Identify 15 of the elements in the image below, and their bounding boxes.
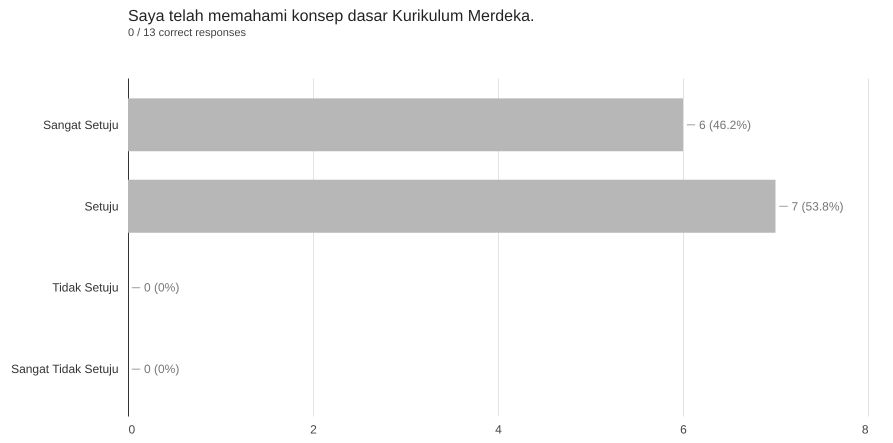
data-label: 0 (0%) bbox=[144, 362, 180, 376]
y-tick-label: Setuju bbox=[84, 199, 118, 214]
data-label: 0 (0%) bbox=[144, 280, 180, 295]
x-tick-label: 0 bbox=[128, 422, 136, 436]
x-tick-label: 2 bbox=[310, 422, 318, 436]
y-tick-label: Sangat Setuju bbox=[43, 118, 118, 132]
chart-subtitle: 0 / 13 correct responses bbox=[128, 27, 247, 39]
data-label: 7 (53.8%) bbox=[792, 199, 844, 214]
x-tick-label: 4 bbox=[495, 422, 502, 436]
y-tick-label: Tidak Setuju bbox=[52, 280, 118, 295]
x-tick-label: 8 bbox=[862, 422, 869, 436]
data-label: 6 (46.2%) bbox=[699, 118, 752, 132]
y-tick-label: Sangat Tidak Setuju bbox=[11, 362, 118, 376]
x-tick-label: 6 bbox=[680, 422, 688, 436]
chart-title: Saya telah memahami konsep dasar Kurikulum Merdeka. bbox=[128, 8, 534, 25]
